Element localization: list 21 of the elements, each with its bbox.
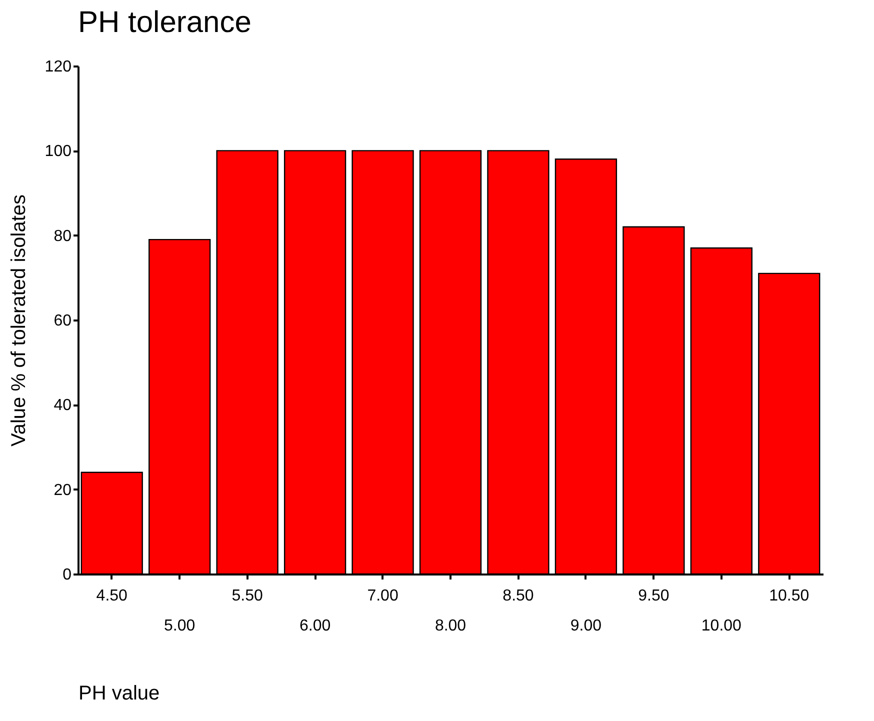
x-tick-label: 9.00 xyxy=(570,618,602,634)
x-tick-label: 10.50 xyxy=(769,588,810,604)
x-tick-label: 8.00 xyxy=(434,618,466,634)
x-tick-label: 5.50 xyxy=(232,588,263,604)
y-tick-label: 80 xyxy=(54,228,72,245)
y-tick-label: 120 xyxy=(44,58,72,76)
x-tick-label: 10.00 xyxy=(701,618,742,634)
y-tick-label: 100 xyxy=(44,143,72,160)
y-tick-label: 20 xyxy=(54,482,72,499)
x-axis-title: PH value xyxy=(78,682,160,704)
chart-title: PH tolerance xyxy=(78,6,252,39)
x-tick-label: 5.00 xyxy=(164,618,196,634)
x-tick-label: 4.50 xyxy=(96,588,128,604)
x-tick-label: 9.50 xyxy=(638,588,670,604)
y-tick-label: 40 xyxy=(54,397,72,414)
y-tick-label: 0 xyxy=(62,566,72,584)
y-axis-title: Value % of tolerated isolates xyxy=(8,194,30,447)
x-tick-label: 6.00 xyxy=(299,618,331,634)
x-tick-label: 8.50 xyxy=(502,588,534,604)
x-tick-label: 7.00 xyxy=(367,588,398,604)
y-tick-label: 60 xyxy=(54,312,72,330)
